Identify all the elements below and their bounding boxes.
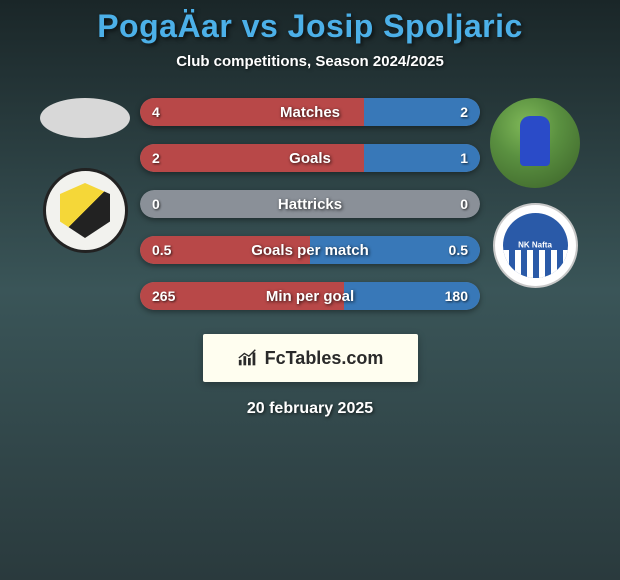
stat-bar: 4 Matches 2 [140,98,480,126]
stat-label: Goals [289,150,331,167]
page-title: PogaÄar vs Josip Spoljaric [97,8,523,45]
stat-value-left: 4 [152,104,160,120]
stat-value-left: 0.5 [152,242,171,258]
stat-label: Min per goal [266,288,354,305]
shield-icon [60,183,110,238]
stat-bar: 2 Goals 1 [140,144,480,172]
infographic-container: PogaÄar vs Josip Spoljaric Club competit… [0,0,620,418]
stats-column: 4 Matches 2 2 Goals 1 0 Hattricks 0 0.5 Goals per … [140,98,480,310]
stat-value-right: 0.5 [449,242,468,258]
stat-bar: 265 Min per goal 180 [140,282,480,310]
stat-value-right: 180 [445,288,468,304]
brand-box: FcTables.com [203,334,418,382]
club-left-badge [43,168,128,253]
player-right-photo [490,98,580,188]
stat-label: Hattricks [278,196,342,213]
stat-bar: 0 Hattricks 0 [140,190,480,218]
stat-value-left: 0 [152,196,160,212]
stat-bar: 0.5 Goals per match 0.5 [140,236,480,264]
stat-value-right: 1 [460,150,468,166]
club-right-inner: NK Nafta [503,213,568,278]
left-player-column [30,98,140,253]
player-left-photo [40,98,130,138]
subtitle: Club competitions, Season 2024/2025 [176,53,444,70]
brand-text: FcTables.com [265,348,384,369]
stat-value-left: 265 [152,288,175,304]
stat-value-right: 0 [460,196,468,212]
stat-label: Matches [280,104,340,121]
chart-icon [237,348,259,368]
club-right-badge: NK Nafta [493,203,578,288]
stat-value-right: 2 [460,104,468,120]
date-label: 20 february 2025 [247,400,373,418]
stat-value-left: 2 [152,150,160,166]
stat-label: Goals per match [251,242,369,259]
content-row: 4 Matches 2 2 Goals 1 0 Hattricks 0 0.5 Goals per … [0,98,620,310]
right-player-column: NK Nafta [480,98,590,288]
club-right-label: NK Nafta [503,240,568,249]
